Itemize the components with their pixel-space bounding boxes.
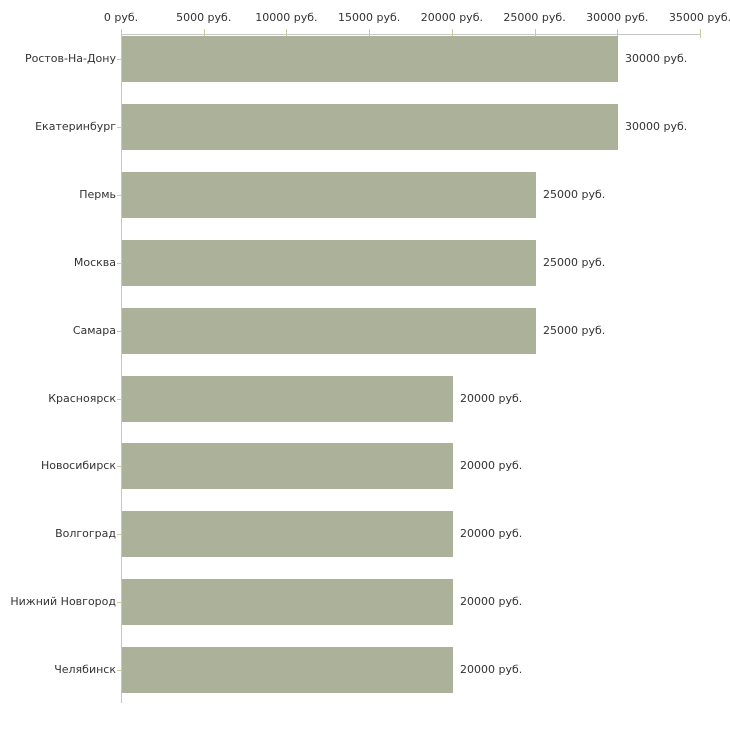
y-axis-tick xyxy=(117,331,122,332)
category-label: Красноярск xyxy=(48,392,116,405)
category-label: Екатеринбург xyxy=(35,120,116,133)
x-axis-tick-label: 35000 руб. xyxy=(668,11,730,24)
y-axis-line xyxy=(121,34,122,703)
x-axis-tick-label: 20000 руб. xyxy=(420,11,483,24)
x-axis-tick xyxy=(203,29,205,38)
y-axis-tick xyxy=(117,127,122,128)
value-label: 20000 руб. xyxy=(460,663,523,676)
category-label: Пермь xyxy=(79,188,116,201)
x-axis-tick xyxy=(369,29,371,38)
bar-3 xyxy=(122,239,536,286)
value-label: 20000 руб. xyxy=(460,392,523,405)
value-label: 20000 руб. xyxy=(460,527,523,540)
value-label: 25000 руб. xyxy=(543,256,606,269)
value-label: 25000 руб. xyxy=(543,324,606,337)
y-axis-tick xyxy=(117,670,122,671)
x-axis-tick xyxy=(700,29,701,38)
value-label: 20000 руб. xyxy=(460,595,523,608)
x-axis-line xyxy=(121,34,700,35)
bar-9 xyxy=(122,647,453,694)
value-label: 30000 руб. xyxy=(625,52,688,65)
value-label: 25000 руб. xyxy=(543,188,606,201)
x-axis-tick xyxy=(121,29,122,38)
y-axis-tick xyxy=(117,602,122,603)
category-label: Москва xyxy=(73,256,116,269)
x-axis-tick-label: 10000 руб. xyxy=(255,11,318,24)
x-axis-tick-label: 30000 руб. xyxy=(586,11,649,24)
y-axis-tick xyxy=(117,263,122,264)
value-label: 30000 руб. xyxy=(625,120,688,133)
bar-8 xyxy=(122,579,453,626)
x-axis-tick-label: 15000 руб. xyxy=(338,11,401,24)
category-label: Нижний Новгород xyxy=(10,595,116,608)
category-label: Ростов-На-Дону xyxy=(24,52,116,65)
category-label: Новосибирск xyxy=(40,459,116,472)
x-axis-tick-label: 0 руб. xyxy=(103,11,139,24)
x-axis-tick xyxy=(451,29,453,38)
y-axis-tick xyxy=(117,399,122,400)
x-axis-tick-label: 5000 руб. xyxy=(176,11,232,24)
y-axis-tick xyxy=(117,195,122,196)
y-axis-tick xyxy=(117,466,122,467)
bar-5 xyxy=(122,375,453,422)
bar-2 xyxy=(122,171,536,218)
bar-6 xyxy=(122,443,453,490)
category-label: Волгоград xyxy=(55,527,116,540)
x-axis-tick xyxy=(286,29,288,38)
bar-1 xyxy=(122,103,618,150)
bar-0 xyxy=(122,36,618,82)
x-axis-tick xyxy=(534,29,536,38)
y-axis-tick xyxy=(117,59,122,60)
value-label: 20000 руб. xyxy=(460,459,523,472)
category-label: Челябинск xyxy=(54,663,116,676)
x-axis-tick xyxy=(617,29,619,38)
y-axis-tick xyxy=(117,534,122,535)
category-label: Самара xyxy=(72,324,116,337)
bar-7 xyxy=(122,511,453,558)
x-axis-tick-label: 25000 руб. xyxy=(503,11,566,24)
bar-4 xyxy=(122,307,536,354)
